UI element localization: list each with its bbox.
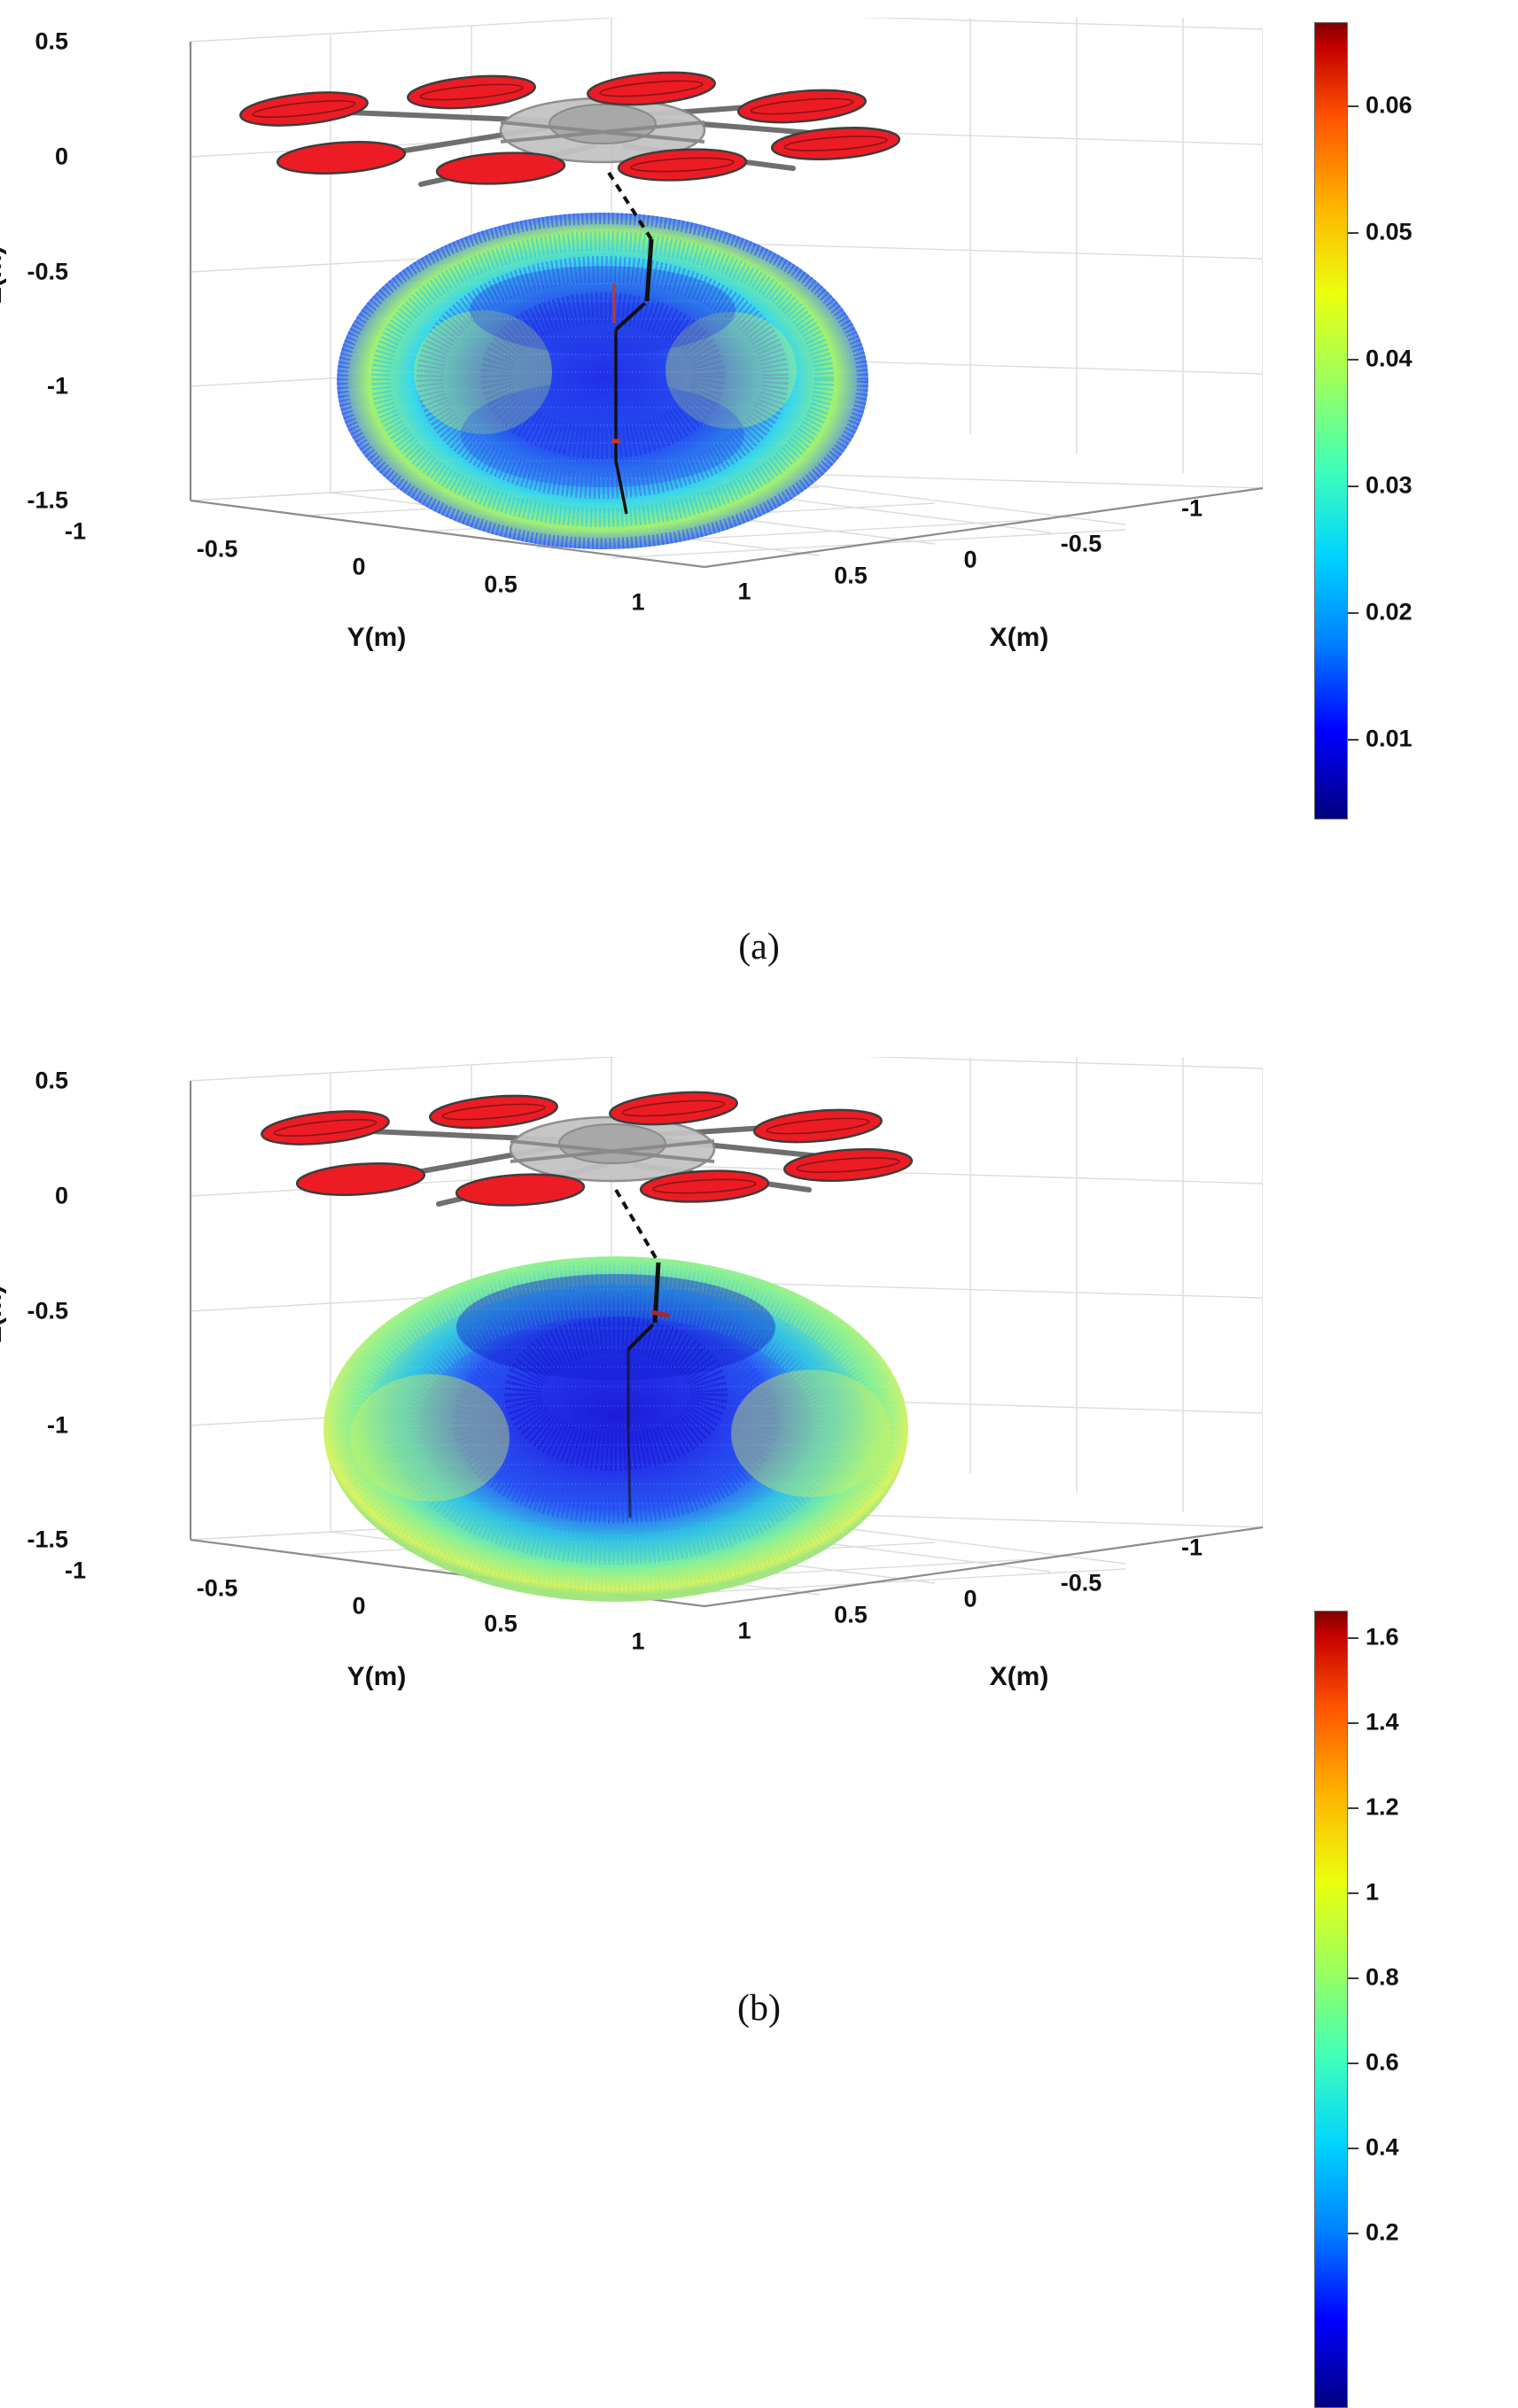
- colorbar-tick-b-1: [1348, 1722, 1358, 1724]
- xtick-a-2: 0: [963, 546, 977, 573]
- xtick-a-3: -0.5: [1060, 530, 1102, 557]
- colorbar-b[interactable]: 1.6 1.4 1.2 1 0.8 0.6 0.4 0.2: [1314, 1017, 1491, 2408]
- xtick-b-0: 1: [737, 1617, 751, 1644]
- ztick-b-3: -1: [46, 1411, 68, 1439]
- ytick-a-1: -0.5: [196, 535, 238, 563]
- subfigure-caption-b: (b): [737, 1988, 781, 2029]
- colorbar-label-a-5: 0.01: [1366, 725, 1413, 752]
- colorbar-tick-a-1: [1348, 232, 1358, 234]
- ytick-a-4: 1: [631, 588, 645, 616]
- axis-label-z-b: Z(m): [0, 1285, 7, 1343]
- colorbar-label-a-2: 0.04: [1366, 345, 1413, 372]
- colorbar-tick-a-5: [1348, 739, 1358, 741]
- colorbar-tick-b-2: [1348, 1807, 1358, 1809]
- axis-label-y-b: Y(m): [346, 1662, 407, 1691]
- ztick-b-4: -1.5: [27, 1526, 68, 1553]
- colorbar-label-b-4: 0.8: [1366, 1963, 1399, 1991]
- colorbar-tick-b-4: [1348, 1977, 1358, 1979]
- colorbar-gradient-a: [1314, 22, 1348, 819]
- hexacopter-drone-a: [239, 71, 901, 187]
- axis-label-y-a: Y(m): [346, 623, 407, 652]
- axis-label-x-b: X(m): [989, 1662, 1049, 1691]
- colorbar-tick-a-3: [1348, 485, 1358, 487]
- ytick-b-2: 0: [352, 1592, 366, 1620]
- point-cloud-a: [337, 213, 868, 549]
- xtick-b-3: -0.5: [1060, 1569, 1102, 1596]
- xtick-a-1: 0.5: [834, 562, 868, 589]
- colorbar-label-b-0: 1.6: [1366, 1623, 1399, 1651]
- ytick-b-4: 1: [631, 1627, 645, 1655]
- colorbar-label-b-3: 1: [1366, 1878, 1380, 1906]
- xtick-a-0: 1: [737, 578, 751, 605]
- subfigure-caption-a: (a): [738, 927, 780, 967]
- xtick-b-1: 0.5: [834, 1601, 868, 1628]
- colorbar-label-b-2: 1.2: [1366, 1793, 1399, 1821]
- xtick-a-4: -1: [1180, 494, 1203, 522]
- ztick-a-3: -1: [46, 372, 68, 400]
- axis-label-z-a: Z(m): [0, 245, 7, 304]
- ztick-a-2: -0.5: [27, 258, 68, 285]
- colorbar-a[interactable]: 0.06 0.05 0.04 0.03 0.02 0.01: [1314, 22, 1491, 819]
- axes-grid-b: [189, 1057, 1263, 1608]
- colorbar-tick-b-0: [1348, 1637, 1358, 1639]
- colorbar-label-b-5: 0.6: [1366, 2048, 1399, 2076]
- ytick-b-0: -1: [64, 1557, 87, 1584]
- colorbar-label-b-1: 1.4: [1366, 1708, 1399, 1736]
- figure-panel-b: 0.5 0 -0.5 -1 -1.5 Z(m) -1 -0.5 0 0.5 1 …: [0, 1030, 1518, 2408]
- axes3d-a: 0.5 0 -0.5 -1 -1.5 Z(m) -1 -0.5 0 0.5 1 …: [0, 18, 1263, 652]
- colorbar-label-a-1: 0.05: [1366, 218, 1413, 245]
- colorbar-tick-b-6: [1348, 2148, 1358, 2149]
- sensor-stem-b: [614, 1188, 670, 1519]
- colorbar-label-b-6: 0.4: [1366, 2133, 1399, 2161]
- ztick-b-1: 0: [54, 1182, 68, 1209]
- colorbar-tick-b-7: [1348, 2233, 1358, 2234]
- axis-label-x-a: X(m): [989, 623, 1049, 652]
- ztick-a-0: 0.5: [35, 27, 68, 55]
- ztick-b-2: -0.5: [27, 1297, 68, 1324]
- ytick-a-2: 0: [352, 553, 366, 580]
- colorbar-label-a-3: 0.03: [1366, 471, 1413, 499]
- colorbar-label-a-4: 0.02: [1366, 598, 1413, 625]
- ytick-b-1: -0.5: [196, 1574, 238, 1602]
- point-cloud-b: [323, 1256, 908, 1602]
- colorbar-tick-a-0: [1348, 105, 1358, 107]
- colorbar-label-b-7: 0.2: [1366, 2218, 1399, 2246]
- colorbar-label-a-0: 0.06: [1366, 91, 1413, 119]
- colorbar-tick-b-3: [1348, 1892, 1358, 1894]
- axes-grid-a: [189, 18, 1263, 569]
- ytick-a-0: -1: [64, 517, 87, 545]
- ztick-a-1: 0: [54, 143, 68, 170]
- figure-panel-a: 0.5 0 -0.5 -1 -1.5 Z(m) -1 -0.5 0 0.5 1 …: [0, 0, 1518, 1030]
- ytick-b-3: 0.5: [484, 1610, 518, 1637]
- colorbar-tick-b-5: [1348, 2062, 1358, 2064]
- colorbar-tick-a-4: [1348, 612, 1358, 614]
- axes3d-b: 0.5 0 -0.5 -1 -1.5 Z(m) -1 -0.5 0 0.5 1 …: [0, 1057, 1263, 1691]
- xtick-b-4: -1: [1180, 1534, 1203, 1561]
- sensor-stem-a: [607, 171, 654, 515]
- hexacopter-drone-b: [261, 1091, 914, 1207]
- ztick-b-0: 0.5: [35, 1067, 68, 1094]
- ztick-a-4: -1.5: [27, 486, 68, 514]
- colorbar-tick-a-2: [1348, 359, 1358, 361]
- xtick-b-2: 0: [963, 1585, 977, 1612]
- ytick-a-3: 0.5: [484, 571, 518, 598]
